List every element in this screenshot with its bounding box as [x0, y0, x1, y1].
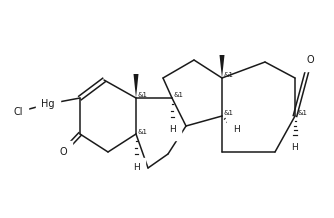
Text: O: O	[59, 147, 67, 157]
Polygon shape	[134, 74, 139, 98]
Text: &1: &1	[138, 129, 148, 135]
Text: &1: &1	[174, 92, 184, 98]
Text: H: H	[232, 126, 239, 135]
Text: H: H	[133, 164, 139, 172]
Text: Cl: Cl	[13, 107, 23, 117]
Text: &1: &1	[297, 110, 307, 116]
Text: &1: &1	[224, 110, 234, 116]
Text: H: H	[292, 143, 298, 153]
Text: Hg: Hg	[41, 99, 55, 109]
Text: O: O	[306, 55, 314, 65]
Text: &1: &1	[224, 72, 234, 78]
Polygon shape	[219, 55, 224, 78]
Text: H: H	[169, 126, 175, 135]
Text: &1: &1	[138, 92, 148, 98]
